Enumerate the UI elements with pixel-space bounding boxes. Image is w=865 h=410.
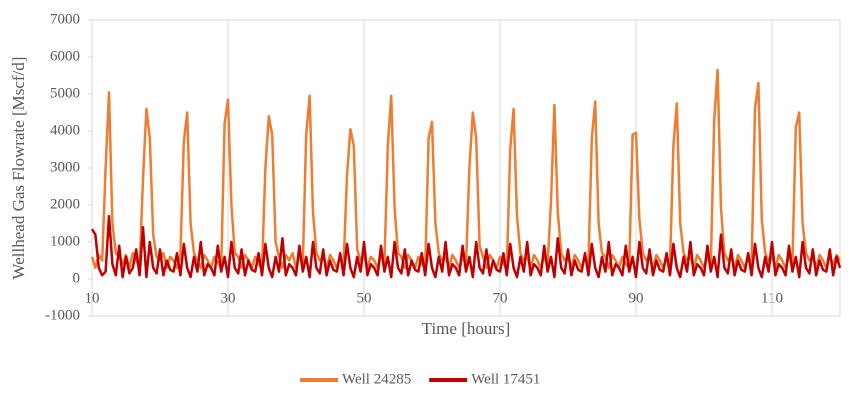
legend-label: Well 17451 <box>471 371 540 387</box>
y-tick-label: 7000 <box>50 11 80 27</box>
legend: Well 24285 Well 17451 <box>300 371 540 387</box>
y-tick-label: 1000 <box>50 233 80 249</box>
y-axis-title: Wellhead Gas Flowrate [Mscf/d] <box>9 57 28 280</box>
y-tick-label: 6000 <box>50 48 80 64</box>
y-tick-label: 3000 <box>50 159 80 175</box>
y-tick-label: 4000 <box>50 122 80 138</box>
series-line <box>90 68 842 270</box>
x-axis-title: Time [hours] <box>422 319 511 338</box>
y-tick-label: 2000 <box>50 196 80 212</box>
y-tick-label: 0 <box>73 270 81 286</box>
y-tick-label: -1000 <box>45 307 80 323</box>
legend-label: Well 24285 <box>342 371 411 387</box>
y-tick-label: 5000 <box>50 85 80 101</box>
series-line <box>90 214 842 279</box>
series-lines <box>90 68 842 279</box>
